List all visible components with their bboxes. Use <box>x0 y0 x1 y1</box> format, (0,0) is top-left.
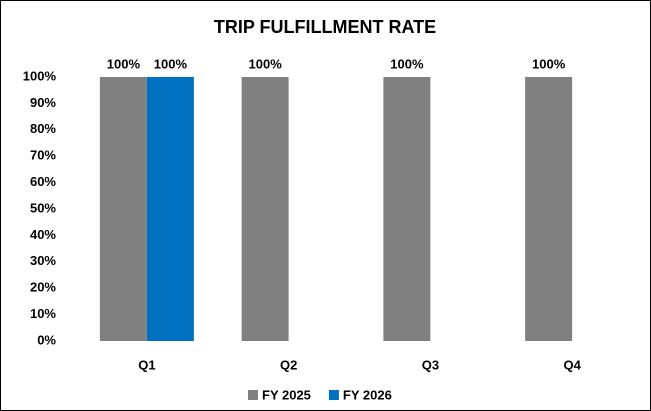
y-tick-label: 50% <box>30 200 56 215</box>
bar <box>525 77 573 341</box>
bar <box>241 77 289 341</box>
x-tick-label: Q1 <box>138 357 155 372</box>
data-label: 100% <box>154 56 188 71</box>
bar <box>146 77 194 341</box>
legend-label: FY 2025 <box>262 387 311 402</box>
y-tick-label: 100% <box>23 68 57 83</box>
legend-swatch <box>328 390 339 400</box>
data-label: 100% <box>249 56 283 71</box>
data-label: 100% <box>390 56 424 71</box>
bar <box>99 77 147 341</box>
x-tick-label: Q2 <box>280 357 297 372</box>
data-label: 100% <box>532 56 566 71</box>
legend-label: FY 2026 <box>343 387 392 402</box>
y-tick-label: 30% <box>30 253 56 268</box>
y-tick-label: 90% <box>30 95 56 110</box>
legend-swatch <box>248 390 258 400</box>
y-tick-label: 40% <box>30 227 56 242</box>
y-tick-label: 80% <box>30 121 56 136</box>
y-tick-label: 20% <box>30 280 56 295</box>
y-tick-label: 60% <box>30 174 56 189</box>
chart-title: TRIP FULFILLMENT RATE <box>214 17 436 37</box>
y-tick-label: 0% <box>37 332 56 347</box>
y-tick-label: 70% <box>30 148 56 163</box>
data-label: 100% <box>107 56 141 71</box>
bar <box>383 77 431 341</box>
y-tick-label: 10% <box>30 306 56 321</box>
x-tick-label: Q3 <box>422 357 439 372</box>
x-tick-label: Q4 <box>563 357 581 372</box>
